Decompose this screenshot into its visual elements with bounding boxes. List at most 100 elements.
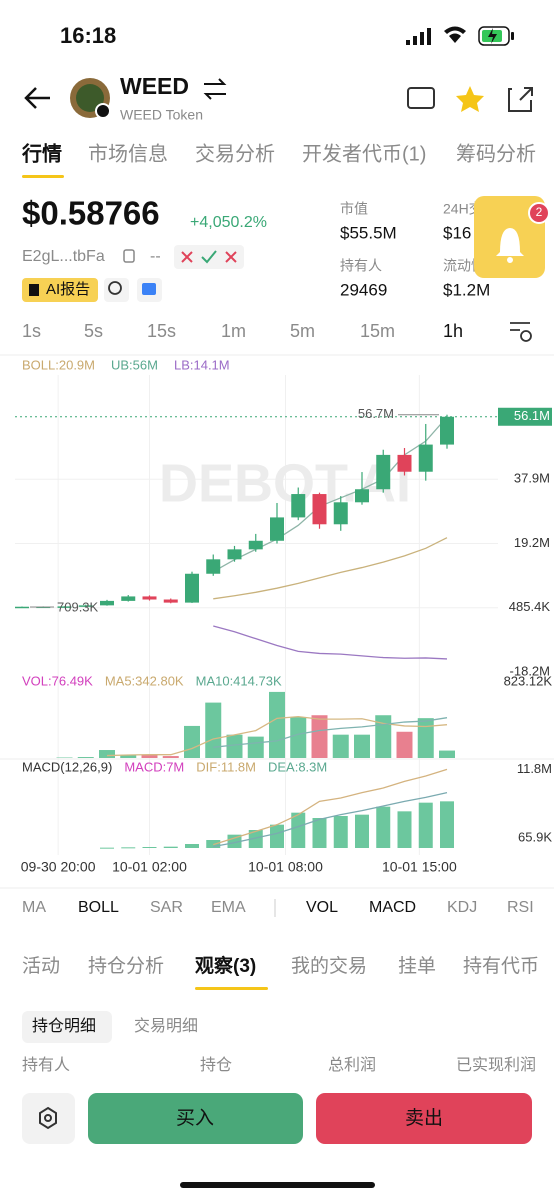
sub-tab-active[interactable] (22, 1011, 112, 1043)
interval[interactable]: 1m (221, 321, 246, 341)
copy-icon[interactable] (123, 249, 135, 263)
notification-button[interactable] (474, 196, 550, 278)
y-tick-label: 65.9K (518, 829, 552, 844)
sub-tab[interactable]: 持仓明细 (32, 1017, 96, 1035)
section-tab[interactable]: 持仓分析 (88, 955, 164, 977)
tab[interactable]: 开发者代币(1) (302, 142, 426, 165)
tab-indicator (195, 987, 268, 990)
legend-item: DIF:11.8M (196, 759, 256, 774)
candle-body (100, 600, 114, 606)
indicator-tab[interactable]: KDJ (447, 899, 477, 916)
tab[interactable]: 行情 (21, 141, 62, 165)
x-tick-label: 10-01 08:00 (248, 859, 323, 875)
indicator-tab[interactable]: BOLL (78, 899, 119, 916)
candle-body (121, 596, 136, 601)
candle-body (163, 599, 178, 603)
legend-item: MA5:342.80K (105, 673, 184, 688)
candle-body (57, 606, 72, 608)
notification-count: 2 (536, 205, 543, 219)
tab-indicator (22, 175, 64, 178)
candle-body (397, 454, 412, 472)
legend-item: MACD(12,26,9) (22, 759, 112, 774)
indicator-tab[interactable]: SAR (150, 899, 183, 916)
buy-label: 买入 (176, 1108, 214, 1129)
macd-bar (440, 801, 454, 848)
chart-icon[interactable] (407, 87, 435, 109)
legend-item: DEA:8.3M (268, 759, 327, 774)
address: E2gL...tbFa (22, 248, 105, 265)
buy-button[interactable] (88, 1093, 303, 1144)
candle-body (270, 517, 284, 541)
macd-bar (355, 814, 369, 848)
macd-bar (227, 834, 242, 848)
interval[interactable]: 15s (147, 321, 176, 341)
candle-body (142, 596, 157, 600)
last-price-label: 56.1M (514, 408, 550, 423)
interval[interactable]: 1h (443, 321, 463, 341)
interval[interactable]: 5m (290, 321, 315, 341)
indicator-tab[interactable]: RSI (507, 899, 534, 916)
volume-bar (120, 755, 137, 758)
macd-bar (121, 847, 136, 849)
section-tab[interactable]: 持有代币 (463, 955, 539, 977)
volume-bar (332, 734, 349, 758)
section-tab[interactable]: 观察(3) (195, 954, 256, 977)
tab[interactable]: 交易分析 (195, 142, 275, 165)
candle-body (418, 444, 433, 472)
section-tab[interactable]: 挂单 (398, 955, 436, 977)
last-price-tag (498, 407, 552, 426)
ai-report-button[interactable] (22, 278, 98, 302)
token-name: WEED Token (120, 107, 203, 123)
candle-body (376, 454, 391, 490)
legend-item: VOL:76.49K (22, 673, 93, 688)
macd-line (213, 792, 448, 848)
sell-button[interactable] (316, 1093, 532, 1144)
token-logo (70, 78, 111, 119)
swap-icon[interactable] (203, 78, 227, 100)
ai-report-label: AI报告 (46, 281, 90, 298)
price-change: +4,050.2% (190, 214, 267, 231)
note-icon (142, 283, 156, 295)
candle-body (78, 605, 93, 607)
volume-bar (141, 755, 158, 758)
candle-body (15, 606, 29, 609)
macd-bar (312, 818, 327, 848)
settings-button[interactable] (22, 1093, 75, 1144)
price: $0.58766 (22, 195, 160, 232)
column-header: 持有人 (22, 1056, 70, 1074)
interval[interactable]: 1s (22, 321, 41, 341)
tab[interactable]: 市场信息 (88, 142, 168, 165)
macd-bar (100, 847, 114, 849)
macd-bar (333, 816, 348, 848)
candle-body (355, 489, 369, 503)
section-tab[interactable]: 我的交易 (291, 955, 367, 977)
stat-label: 持有人 (340, 258, 382, 274)
indicator-tab[interactable]: MA (22, 899, 46, 916)
candle-body (291, 494, 306, 518)
x-tick-label: 10-01 15:00 (382, 859, 457, 875)
indicator-tab[interactable]: EMA (211, 899, 246, 916)
tab[interactable]: 筹码分析 (456, 142, 536, 165)
y-tick-label: 37.9M (514, 471, 550, 486)
stat-value: $1.2M (443, 280, 490, 299)
legend-item: LB:14.1M (174, 357, 230, 372)
stat-label: 市值 (340, 201, 368, 217)
volume-bar (184, 725, 200, 758)
column-header: 总利润 (328, 1056, 376, 1074)
interval[interactable]: 15m (360, 321, 395, 341)
sub-tab[interactable]: 交易明细 (134, 1017, 198, 1035)
section-tab[interactable]: 活动 (22, 955, 60, 977)
settings-icon-center (44, 1114, 52, 1122)
chart-settings[interactable] (510, 322, 532, 342)
legend-item: MA10:414.73K (196, 673, 282, 688)
favorite-icon[interactable] (456, 86, 484, 112)
indicator-tab[interactable]: MACD (369, 899, 416, 916)
macd-bar (142, 847, 157, 848)
dash: -- (150, 248, 161, 265)
indicator-tab[interactable]: VOL (306, 899, 338, 916)
back-button[interactable] (24, 87, 50, 109)
interval[interactable]: 5s (84, 321, 103, 341)
macd-bar (270, 824, 284, 848)
share-icon[interactable] (508, 87, 533, 112)
